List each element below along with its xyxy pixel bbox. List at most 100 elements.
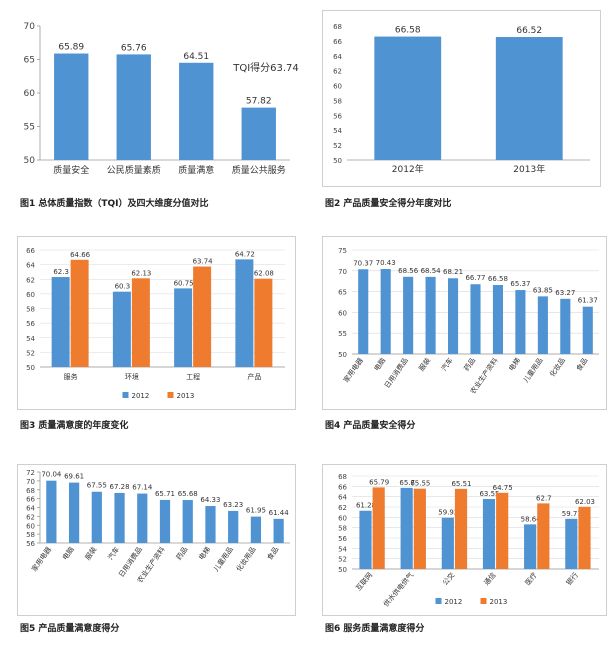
data-label: 58.64 — [521, 515, 542, 523]
category-label: 公交 — [441, 571, 457, 588]
bar — [537, 296, 548, 354]
data-label: 60.75 — [174, 279, 194, 287]
y-tick-label: 52 — [333, 142, 342, 150]
y-tick-label: 64 — [26, 505, 35, 513]
category-label: 服装 — [417, 356, 432, 373]
data-label: 68.54 — [421, 267, 442, 275]
data-label: 68.56 — [398, 267, 419, 275]
data-label: 65.51 — [451, 480, 471, 488]
y-tick-label: 65 — [24, 56, 35, 66]
category-label: 化妆用品 — [234, 545, 257, 573]
y-tick-label: 55 — [338, 330, 347, 338]
data-label: 63.85 — [533, 286, 553, 294]
category-label: 电脑 — [372, 356, 387, 373]
bar — [374, 36, 442, 161]
bar-2013 — [193, 266, 212, 367]
y-tick-label: 70 — [26, 478, 35, 486]
y-tick-label: 75 — [338, 247, 347, 255]
data-label: 62.3 — [53, 268, 69, 276]
category-label: 质量安全 — [53, 164, 89, 176]
y-tick-label: 62 — [26, 513, 35, 521]
y-tick-label: 62 — [26, 276, 35, 284]
bar — [116, 54, 151, 160]
chart-fig3: 50 52 54 56 58 60 62 64 66 62.3 60.3 60.75 64.72 64.6… — [26, 247, 285, 400]
bar — [54, 53, 89, 160]
bar — [91, 491, 102, 543]
data-label: 65.7 — [399, 479, 415, 487]
bar — [159, 499, 171, 543]
bar — [560, 298, 571, 354]
y-tick-label: 66 — [333, 38, 342, 46]
bar — [495, 37, 563, 160]
bar-2012 — [174, 288, 193, 367]
bar-2013 — [537, 503, 550, 569]
y-tick-label: 70 — [338, 268, 347, 276]
category-label: 2013年 — [513, 163, 545, 175]
y-tick-label: 56 — [26, 540, 35, 548]
y-tick-label: 60 — [24, 89, 36, 99]
bar — [205, 506, 216, 543]
bar-2013 — [70, 259, 89, 367]
data-label: 67.55 — [87, 482, 107, 490]
data-label: 63.23 — [223, 501, 243, 509]
data-label: 61.28 — [356, 502, 376, 510]
bar-2013 — [254, 278, 273, 367]
category-label: 汽车 — [439, 356, 454, 373]
y-tick-label: 68 — [26, 487, 35, 495]
category-label: 儿童用品 — [211, 545, 234, 573]
data-label: 65.55 — [410, 480, 430, 488]
category-label: 互联网 — [354, 571, 374, 593]
data-label: 70.43 — [376, 259, 396, 267]
data-label: 60.3 — [115, 283, 131, 291]
data-label: 64.66 — [70, 251, 91, 259]
data-label: 66.58 — [488, 275, 508, 283]
category-label: 2012年 — [392, 163, 424, 175]
legend-label: 2012 — [445, 598, 463, 606]
category-label: 环境 — [125, 372, 139, 381]
bar-2012 — [51, 277, 70, 367]
bar — [250, 516, 262, 543]
category-label: 银行 — [564, 571, 580, 588]
bar — [179, 62, 214, 160]
data-label: 64.75 — [493, 484, 513, 492]
data-label: 59.71 — [562, 510, 582, 518]
caption-fig5: 图5 产品质量满意度得分 — [20, 624, 120, 634]
y-tick-label: 50 — [26, 364, 35, 372]
y-tick-label: 55 — [24, 123, 35, 133]
bar — [137, 493, 148, 543]
category-label: 电梯 — [197, 545, 212, 562]
data-label: 64.33 — [200, 496, 220, 504]
data-label: 63.27 — [555, 289, 575, 297]
y-tick-label: 54 — [338, 545, 347, 553]
data-label: 65.76 — [121, 43, 147, 53]
frame-fig4 — [322, 236, 607, 410]
data-label: 63.55 — [479, 490, 499, 498]
y-tick-label: 72 — [26, 469, 35, 477]
category-label: 药品 — [462, 356, 477, 373]
y-tick-label: 50 — [24, 156, 36, 166]
y-tick-label: 60 — [26, 291, 35, 299]
bar — [582, 306, 593, 354]
y-tick-label: 52 — [26, 349, 35, 357]
chart-fig6: 50 52 54 56 58 60 62 64 66 68 61.28 65.7 59.92 63.55 5… — [338, 473, 599, 608]
bar-2013 — [131, 278, 150, 367]
y-tick-label: 60 — [338, 514, 347, 522]
data-label: 66.52 — [516, 26, 542, 36]
y-tick-label: 68 — [333, 23, 342, 31]
bar — [425, 276, 436, 354]
legend-swatch-2013 — [480, 598, 487, 604]
chart-fig1: 50 55 60 65 70 65.89 65.76 64.51 57.82 质量安全 公民质量素质… — [24, 22, 299, 176]
category-label: 食品 — [574, 356, 589, 373]
bar — [68, 482, 80, 543]
category-label: 通信 — [482, 571, 498, 588]
data-label: 67.28 — [110, 483, 130, 491]
y-tick-label: 60 — [333, 83, 342, 91]
bar — [447, 278, 459, 354]
caption-fig1: 图1 总体质量指数（TQI）及四大维度分值对比 — [20, 199, 209, 209]
category-label: 质量满意 — [178, 164, 214, 176]
y-tick-label: 66 — [26, 496, 35, 504]
category-label: 医疗 — [523, 571, 539, 588]
data-label: 65.68 — [178, 490, 198, 498]
category-label: 家用电器 — [30, 545, 53, 573]
